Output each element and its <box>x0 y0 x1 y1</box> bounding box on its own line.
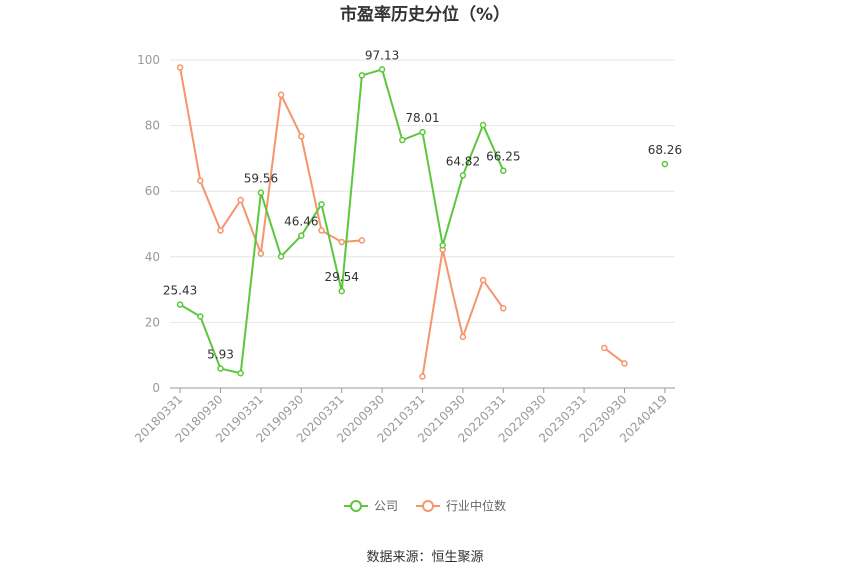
data-point[interactable] <box>318 227 325 234</box>
y-tick-label: 100 <box>137 53 160 67</box>
data-point[interactable] <box>621 360 628 367</box>
data-point[interactable] <box>197 177 204 184</box>
data-point[interactable] <box>419 373 426 380</box>
chart-title: 市盈率历史分位（%） <box>340 4 510 25</box>
legend-item-1[interactable]: 行业中位数 <box>416 498 506 513</box>
data-point[interactable] <box>298 133 305 140</box>
legend[interactable]: 公司 行业中位数 <box>344 498 506 513</box>
data-point[interactable] <box>277 91 285 99</box>
data-label: 97.13 <box>365 48 399 62</box>
data-point[interactable] <box>661 160 669 168</box>
data-point[interactable] <box>176 64 184 71</box>
data-point[interactable] <box>479 276 487 284</box>
data-point[interactable] <box>500 305 507 312</box>
data-point[interactable] <box>318 201 325 208</box>
data-point[interactable] <box>439 242 446 249</box>
data-point[interactable] <box>358 72 366 79</box>
data-point[interactable] <box>358 237 366 244</box>
data-label: 46.46 <box>284 215 318 229</box>
data-point[interactable] <box>338 238 345 246</box>
y-axis-ticks: 0 20 40 60 80 100 <box>137 53 160 395</box>
data-point[interactable] <box>237 369 244 377</box>
data-point[interactable] <box>217 365 224 372</box>
y-tick-label: 0 <box>152 381 160 395</box>
data-point[interactable] <box>237 196 244 204</box>
data-point[interactable] <box>277 253 285 260</box>
data-label: 78.01 <box>405 111 439 125</box>
data-point[interactable] <box>217 227 224 234</box>
y-tick-label: 40 <box>145 250 160 264</box>
data-point[interactable] <box>176 301 184 308</box>
y-tick-label: 60 <box>145 184 160 198</box>
data-label: 59.56 <box>244 172 278 186</box>
y-tick-label: 80 <box>145 119 160 133</box>
legend-marker <box>350 500 362 512</box>
data-point[interactable] <box>500 167 507 174</box>
data-label: 66.25 <box>486 150 520 164</box>
data-label: 25.43 <box>163 284 197 298</box>
gridlines <box>170 59 675 323</box>
data-point[interactable] <box>197 313 204 320</box>
legend-label: 行业中位数 <box>446 498 506 513</box>
data-point[interactable] <box>459 172 467 179</box>
y-tick-label: 20 <box>145 315 160 329</box>
source-note: 数据来源：恒生聚源 <box>366 550 483 565</box>
data-point[interactable] <box>257 189 265 196</box>
series-line <box>603 347 626 365</box>
data-label: 64.82 <box>446 154 480 168</box>
data-point[interactable] <box>378 66 386 73</box>
series-line <box>179 67 362 255</box>
data-point[interactable] <box>479 121 487 129</box>
data-label: 29.54 <box>325 270 359 284</box>
legend-label: 公司 <box>374 499 398 513</box>
data-label: 68.26 <box>648 143 682 157</box>
data-point[interactable] <box>298 232 305 239</box>
legend-marker <box>422 500 434 512</box>
data-point[interactable] <box>338 287 345 295</box>
data-point[interactable] <box>601 344 608 352</box>
data-labels: 25.43 5.93 59.56 46.46 29.54 97.13 78.01 64.82 6… <box>163 48 682 361</box>
data-label: 5.93 <box>207 348 234 362</box>
series-0 <box>176 66 669 377</box>
data-point[interactable] <box>459 333 467 341</box>
data-point[interactable] <box>257 250 265 257</box>
series-1 <box>176 64 628 380</box>
x-axis: 2018033120180930201903312019093020200331… <box>132 387 675 445</box>
legend-item-0[interactable]: 公司 <box>344 499 398 513</box>
series-group <box>176 64 669 380</box>
series-line <box>179 68 505 375</box>
data-point[interactable] <box>419 128 426 136</box>
data-point[interactable] <box>399 136 406 144</box>
series-line <box>421 248 505 377</box>
